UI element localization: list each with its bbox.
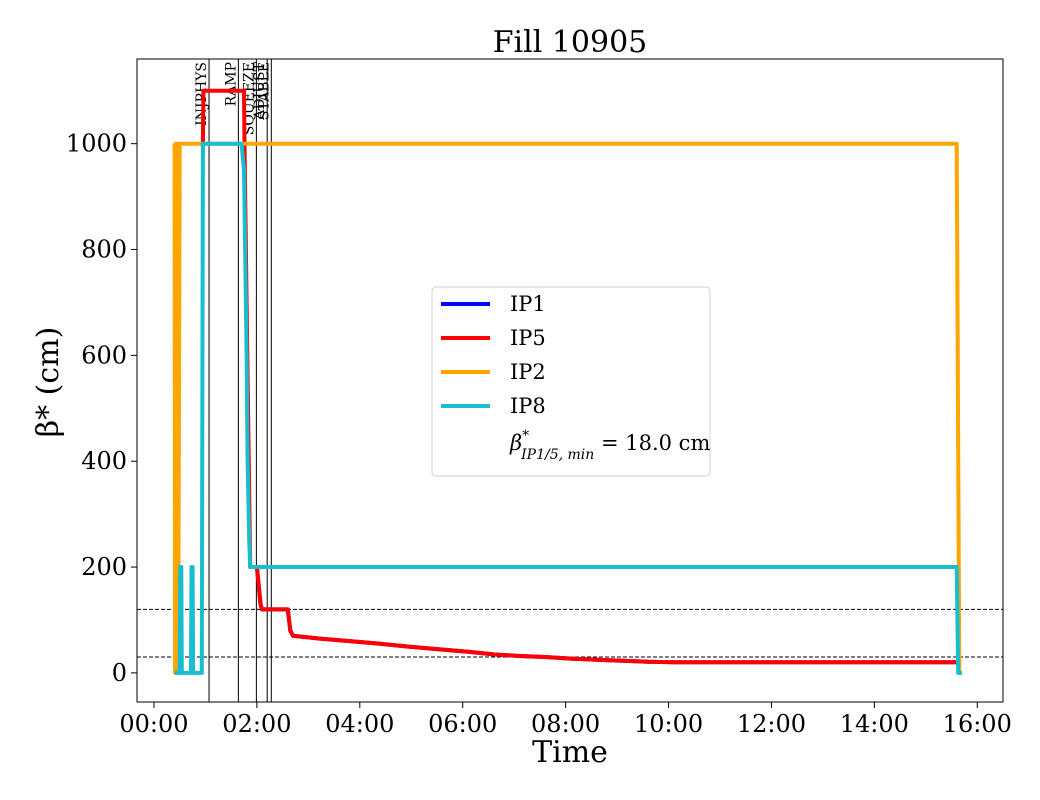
series-line-ip2 [172,141,962,675]
plot-frame [136,58,1004,703]
y-tick-label: 1000 [66,130,127,158]
x-axis-ticks: 00:00 02:00 04:00 06:00 08:00 10:00 12:00 14:00… [119,702,1012,738]
legend-label-ip1: IP1 [510,292,546,316]
phase-label-ramp: RAMP [223,62,239,106]
series-lines [172,88,962,675]
y-axis-ticks: 0 200 400 600 800 1000 [66,130,137,687]
legend-beta-min-label: β* IP1/5, min = 18.0 cm [509,428,710,463]
phase-label-adjust: ADJUST [252,61,268,120]
y-tick-label: 400 [81,447,127,475]
legend-box [431,286,711,477]
x-tick-label: 00:00 [119,710,188,738]
x-tick-label: 14:00 [840,710,909,738]
x-tick-label: 08:00 [531,710,600,738]
x-tick-label: 16:00 [943,710,1012,738]
x-tick-label: 04:00 [325,710,394,738]
x-tick-label: 10:00 [634,710,703,738]
phase-label-stable: STABLE [256,62,272,120]
x-tick-label: 12:00 [737,710,806,738]
series-line-ip8 [174,141,962,675]
y-tick-label: 800 [81,236,127,264]
y-tick-label: 600 [81,341,127,369]
x-axis-label: Time [532,735,608,770]
legend-label-ip8: IP8 [510,394,546,418]
legend: IP1 IP5 IP2 IP8 β* IP1/5, min = 18.0 cm [431,286,711,477]
chart-title: Fill 10905 [493,25,648,60]
y-tick-label: 200 [81,553,127,581]
legend-label-ip2: IP2 [510,360,546,384]
x-tick-label: 06:00 [428,710,497,738]
y-axis-label: β* (cm) [31,327,66,438]
y-tick-label: 0 [112,659,127,687]
x-tick-label: 02:00 [222,710,291,738]
legend-label-ip5: IP5 [510,326,546,350]
